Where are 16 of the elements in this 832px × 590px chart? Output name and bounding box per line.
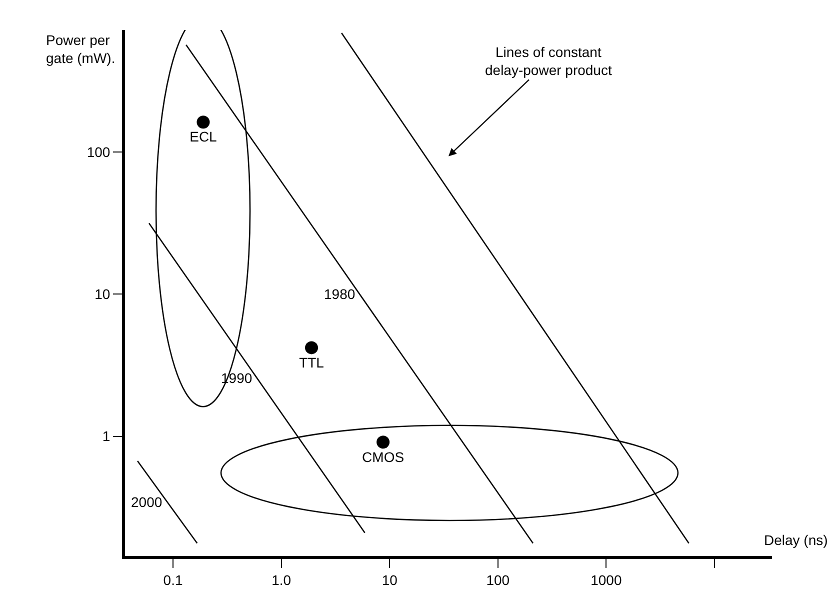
y-tick-label: 100: [86, 144, 110, 160]
series-label: 1980: [324, 286, 356, 302]
x-axis-title: Delay (ns): [764, 532, 828, 548]
y-axis-title: Power per gate (mW).: [46, 32, 116, 66]
x-tick-label: 100: [486, 572, 510, 588]
x-tick-label: 10: [382, 572, 398, 588]
series-label: ECL: [190, 128, 218, 145]
x-tick-label: 1000: [590, 572, 622, 588]
x-tick-label: 1.0: [272, 572, 292, 588]
series-label: CMOS: [362, 448, 404, 465]
series-label: TTL: [299, 354, 324, 370]
y-tick-label: 1: [102, 428, 110, 444]
x-tick-label: 0.1: [163, 572, 183, 588]
y-tick-label: 10: [94, 286, 110, 302]
annotation: Lines of constant delay-power product: [485, 44, 612, 78]
series-label: 2000: [131, 494, 162, 510]
